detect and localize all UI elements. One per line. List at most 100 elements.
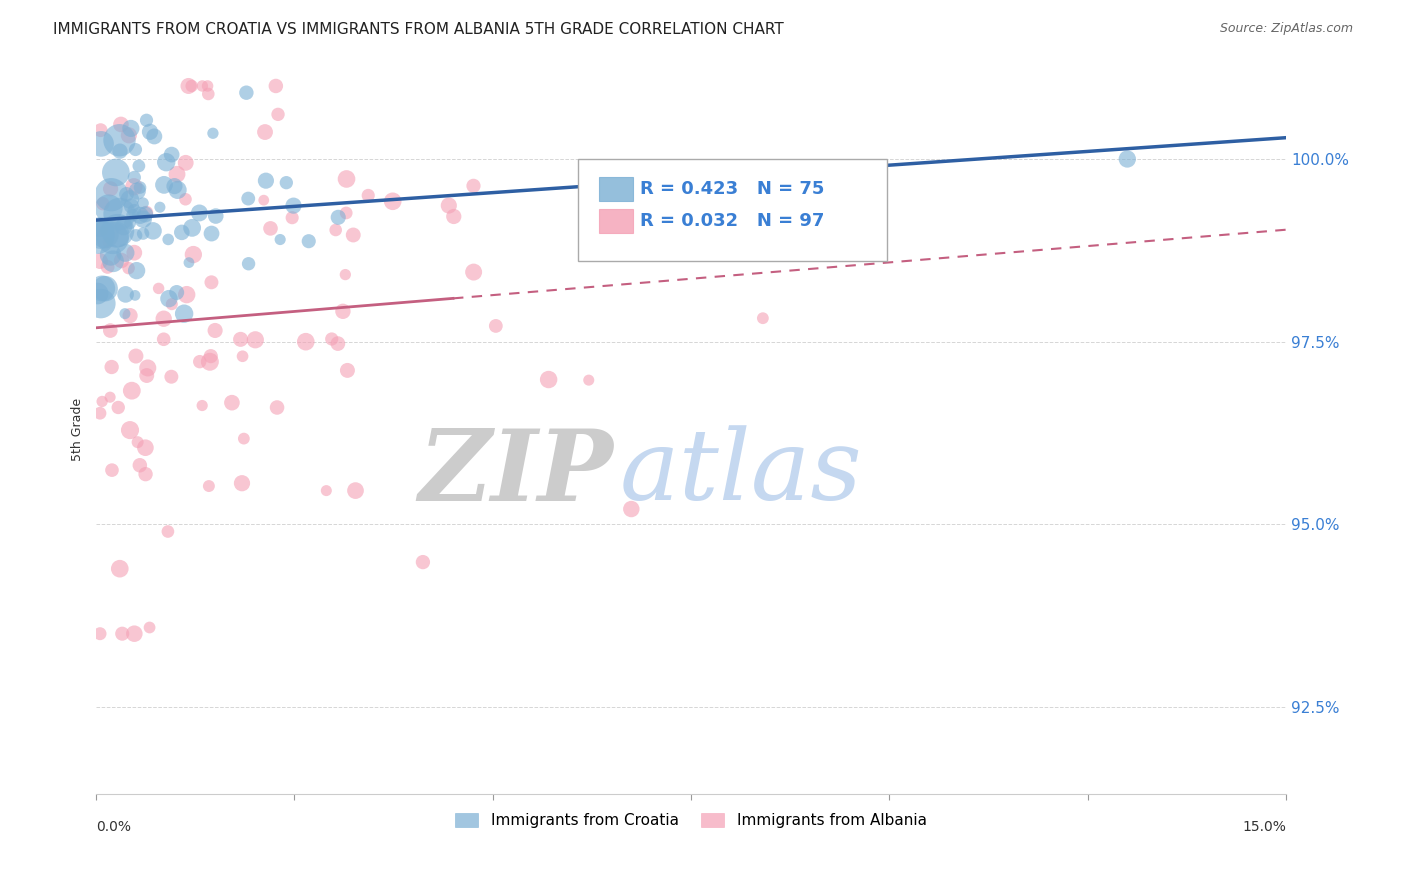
Point	[344, 483, 367, 498]
Point	[108, 133, 131, 147]
Point	[166, 167, 188, 181]
Point	[91, 224, 114, 238]
Point	[201, 126, 224, 140]
Point	[200, 227, 222, 241]
Point	[124, 170, 146, 185]
Point	[232, 349, 254, 363]
Point	[335, 268, 357, 282]
Point	[1116, 152, 1139, 166]
Point	[463, 178, 485, 193]
Point	[112, 219, 135, 234]
Point	[86, 230, 108, 244]
Point	[321, 332, 343, 346]
Point	[89, 254, 111, 268]
Point	[157, 292, 180, 306]
Point	[132, 212, 155, 227]
Point	[200, 349, 222, 363]
Point	[253, 193, 276, 207]
Point	[114, 245, 136, 260]
Point	[89, 626, 111, 640]
Point	[118, 128, 141, 143]
Point	[89, 220, 111, 235]
Point	[204, 323, 226, 337]
Text: 0.0%: 0.0%	[96, 820, 131, 834]
Point	[537, 372, 560, 386]
Point	[326, 336, 349, 351]
Point	[166, 285, 188, 300]
Legend: Immigrants from Croatia, Immigrants from Albania: Immigrants from Croatia, Immigrants from…	[450, 807, 932, 834]
Point	[221, 395, 243, 409]
Point	[107, 401, 129, 415]
Point	[191, 78, 214, 93]
Point	[124, 143, 146, 157]
Point	[174, 192, 197, 206]
Point	[259, 221, 281, 235]
Point	[128, 159, 150, 173]
Point	[129, 208, 152, 222]
Point	[153, 178, 176, 192]
Point	[124, 626, 146, 640]
Point	[135, 467, 157, 482]
Point	[174, 156, 197, 170]
Y-axis label: 5th Grade: 5th Grade	[72, 398, 84, 461]
Point	[412, 555, 434, 569]
Point	[134, 441, 156, 455]
Point	[238, 257, 260, 271]
Point	[132, 227, 155, 241]
Point	[198, 479, 221, 493]
Point	[149, 200, 172, 214]
Point	[120, 199, 142, 213]
Point	[118, 193, 141, 207]
Point	[283, 199, 305, 213]
Point	[267, 107, 290, 121]
Point	[177, 255, 200, 269]
Point	[336, 363, 359, 377]
Point	[198, 355, 221, 369]
Point	[381, 194, 404, 209]
Point	[118, 423, 141, 437]
Point	[125, 263, 148, 277]
Text: Source: ZipAtlas.com: Source: ZipAtlas.com	[1219, 22, 1353, 36]
Point	[315, 483, 337, 498]
Point	[188, 206, 211, 220]
Point	[90, 136, 112, 151]
Point	[183, 247, 205, 261]
Point	[229, 332, 252, 346]
Point	[231, 476, 253, 491]
Bar	[599, 178, 633, 201]
Point	[98, 324, 121, 338]
Point	[160, 369, 183, 384]
Point	[142, 224, 165, 238]
Point	[156, 524, 179, 539]
Point	[235, 86, 257, 100]
Point	[100, 187, 122, 202]
Point	[136, 360, 159, 375]
Point	[266, 401, 288, 415]
Point	[170, 226, 193, 240]
Point	[120, 121, 142, 136]
Point	[110, 118, 132, 132]
Point	[254, 174, 277, 188]
Point	[121, 208, 143, 222]
Point	[97, 260, 120, 274]
Point	[485, 318, 508, 333]
Point	[86, 286, 108, 301]
Point	[281, 211, 304, 225]
Point	[298, 234, 321, 248]
Point	[125, 349, 148, 363]
Point	[342, 227, 364, 242]
Point	[139, 125, 162, 139]
Point	[138, 620, 160, 634]
Point	[160, 297, 183, 311]
Point	[157, 232, 180, 246]
Point	[101, 463, 124, 477]
Text: R = 0.032   N = 97: R = 0.032 N = 97	[640, 212, 824, 230]
Point	[160, 147, 183, 161]
Point	[264, 78, 287, 93]
Point	[188, 354, 211, 368]
Point	[135, 113, 157, 128]
Text: IMMIGRANTS FROM CROATIA VS IMMIGRANTS FROM ALBANIA 5TH GRADE CORRELATION CHART: IMMIGRANTS FROM CROATIA VS IMMIGRANTS FR…	[53, 22, 785, 37]
Point	[110, 253, 132, 268]
Point	[152, 311, 174, 326]
Point	[332, 304, 354, 318]
